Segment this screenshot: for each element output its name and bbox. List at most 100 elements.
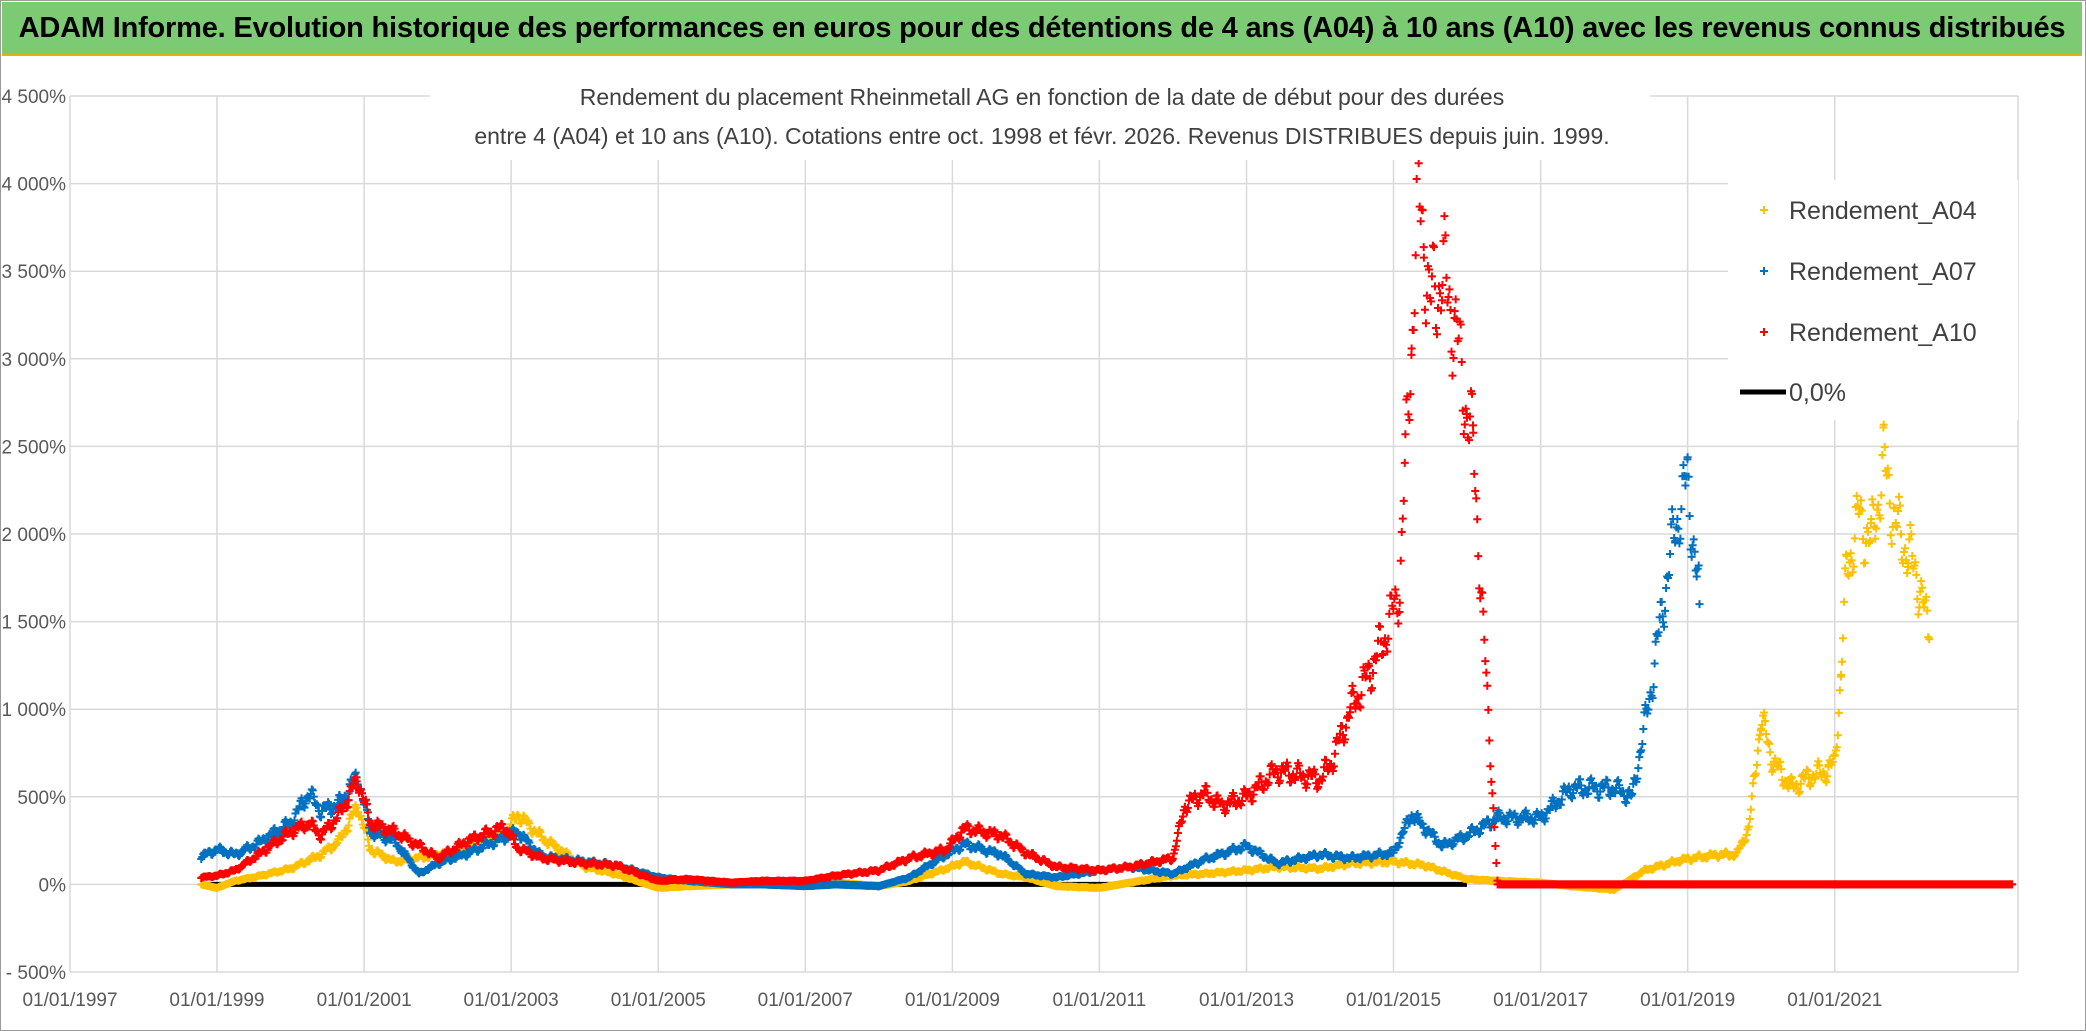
point-Rendement_A04 <box>1751 769 1760 778</box>
point-Rendement_A04 <box>1925 635 1934 644</box>
point-Rendement_A10 <box>1365 674 1374 683</box>
point-Rendement_A07 <box>1495 808 1504 817</box>
point-Rendement_A10 <box>1345 713 1353 722</box>
point-Rendement_A04 <box>1863 524 1872 533</box>
point-Rendement_A10 <box>1468 389 1477 398</box>
point-Rendement_A10 <box>957 828 966 837</box>
point-Rendement_A10 <box>509 835 518 844</box>
point-Rendement_A10 <box>1295 761 1304 770</box>
point-Rendement_A04 <box>1834 708 1843 717</box>
point-Rendement_A07 <box>1679 461 1688 470</box>
point-Rendement_A07 <box>1681 481 1690 490</box>
y-tick-label: 3 000% <box>2 350 67 371</box>
point-Rendement_A10 <box>1349 687 1358 696</box>
point-Rendement_A04 <box>1841 564 1850 573</box>
point-Rendement_A04 <box>1871 534 1880 543</box>
point-Rendement_A04 <box>1787 774 1796 783</box>
point-Rendement_A04 <box>1754 735 1763 744</box>
point-Rendement_A04 <box>1856 496 1865 505</box>
point-Rendement_A07 <box>1683 453 1692 462</box>
point-Rendement_A07 <box>1604 783 1613 792</box>
point-Rendement_A07 <box>1695 600 1704 609</box>
point-Rendement_A07 <box>1674 524 1683 533</box>
point-Rendement_A07 <box>1649 683 1658 692</box>
point-Rendement_A10 <box>1383 647 1392 656</box>
point-Rendement_A10 <box>1168 854 1177 863</box>
point-Rendement_A10 <box>1283 758 1291 767</box>
series-layer <box>197 127 2017 894</box>
point-Rendement_A10 <box>1483 681 1492 690</box>
point-Rendement_A04 <box>1832 743 1841 752</box>
x-tick-label: 01/01/2019 <box>1640 990 1735 1011</box>
point-Rendement_A10 <box>1394 619 1403 628</box>
point-Rendement_A04 <box>1874 500 1883 509</box>
point-Rendement_A04 <box>1746 805 1755 814</box>
point-Rendement_A07 <box>1692 572 1701 581</box>
point-Rendement_A10 <box>1382 640 1391 649</box>
point-Rendement_A10 <box>1484 705 1493 714</box>
point-Rendement_A10 <box>1338 730 1347 739</box>
point-Rendement_A04 <box>1753 746 1762 755</box>
point-Rendement_A04 <box>536 827 545 836</box>
y-tick-label: 1 500% <box>2 613 67 634</box>
point-Rendement_A04 <box>344 821 353 830</box>
banner: ADAM Informe. Evolution historique des p… <box>2 2 2082 56</box>
point-Rendement_A07 <box>328 809 337 818</box>
point-Rendement_A10 <box>1461 404 1470 413</box>
point-Rendement_A10 <box>1447 347 1456 356</box>
point-Rendement_A07 <box>1689 535 1698 544</box>
point-Rendement_A07 <box>1685 512 1694 521</box>
point-Rendement_A07 <box>1686 545 1695 554</box>
point-Rendement_A07 <box>235 852 244 861</box>
point-Rendement_A10 <box>1264 778 1273 787</box>
point-Rendement_A07 <box>1665 570 1674 579</box>
x-tick-label: 01/01/2003 <box>464 990 559 1011</box>
point-Rendement_A07 <box>1584 789 1593 798</box>
point-Rendement_A07 <box>1643 709 1652 718</box>
point-Rendement_A07 <box>1628 789 1637 798</box>
point-Rendement_A10 <box>1427 272 1436 281</box>
point-Rendement_A04 <box>1911 558 1920 567</box>
point-Rendement_A10 <box>1284 762 1292 771</box>
point-Rendement_A07 <box>305 794 314 803</box>
point-Rendement_A07 <box>1666 550 1675 559</box>
point-Rendement_A10 <box>1472 494 1481 503</box>
point-Rendement_A07 <box>1541 814 1550 823</box>
point-Rendement_A10 <box>1395 598 1404 607</box>
point-Rendement_A04 <box>1894 507 1903 516</box>
point-Rendement_A04 <box>1923 606 1932 615</box>
point-Rendement_A04 <box>1839 634 1848 643</box>
point-Rendement_A10 <box>1487 777 1496 786</box>
point-Rendement_A10 <box>1397 528 1406 537</box>
point-Rendement_A10 <box>1439 237 1448 246</box>
point-Rendement_A04 <box>1876 514 1885 523</box>
point-Rendement_A10 <box>1399 496 1408 505</box>
point-Rendement_A10 <box>1340 735 1349 744</box>
point-Rendement_A10 <box>1491 842 1500 851</box>
point-Rendement_A04 <box>1776 757 1785 766</box>
point-Rendement_A10 <box>1368 668 1377 677</box>
point-Rendement_A07 <box>1592 782 1601 791</box>
point-Rendement_A10 <box>1410 309 1419 318</box>
series-Rendement_A04 <box>197 420 1934 894</box>
y-tick-label: 3 500% <box>2 262 67 283</box>
point-Rendement_A10 <box>1391 585 1400 594</box>
y-tick-label: 1 000% <box>2 700 67 721</box>
point-Rendement_A07 <box>1568 794 1577 803</box>
point-Rendement_A07 <box>1615 781 1624 790</box>
point-Rendement_A10 <box>1470 469 1479 478</box>
point-Rendement_A10 <box>1419 253 1428 262</box>
point-Rendement_A10 <box>1426 297 1435 306</box>
point-Rendement_A10 <box>1424 265 1433 274</box>
point-Rendement_A07 <box>300 803 309 812</box>
point-Rendement_A07 <box>1419 823 1428 832</box>
point-Rendement_A10 <box>1259 785 1268 794</box>
point-Rendement_A10 <box>1488 789 1497 798</box>
point-Rendement_A04 <box>1769 765 1778 774</box>
point-Rendement_A10 <box>1351 704 1360 713</box>
point-Rendement_A04 <box>1883 464 1892 473</box>
point-Rendement_A07 <box>1603 776 1612 785</box>
point-Rendement_A10 <box>917 853 926 862</box>
point-Rendement_A04 <box>342 827 351 836</box>
point-Rendement_A07 <box>1596 787 1605 796</box>
